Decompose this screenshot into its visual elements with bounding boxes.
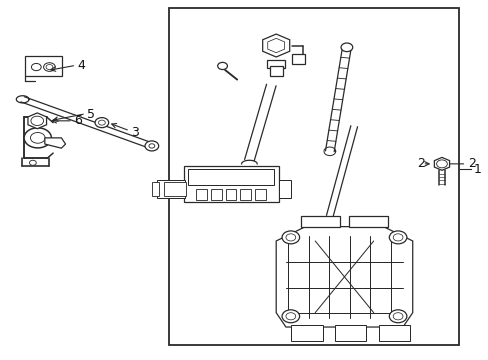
Circle shape	[145, 141, 158, 151]
Bar	[188, 169, 273, 185]
Polygon shape	[262, 34, 289, 57]
Circle shape	[149, 144, 155, 148]
Circle shape	[285, 313, 295, 320]
Bar	[290, 325, 322, 341]
Bar	[163, 182, 185, 196]
Bar	[240, 189, 250, 200]
Bar	[269, 66, 282, 76]
Bar	[225, 189, 236, 200]
Bar	[300, 216, 339, 226]
Bar	[267, 60, 285, 68]
Polygon shape	[28, 113, 46, 129]
Circle shape	[282, 310, 299, 323]
Bar	[196, 189, 207, 200]
Polygon shape	[45, 138, 65, 148]
Text: 2: 2	[416, 157, 424, 170]
Text: 6: 6	[74, 114, 81, 127]
Circle shape	[392, 234, 402, 241]
Circle shape	[30, 132, 45, 143]
Circle shape	[31, 63, 41, 71]
Bar	[25, 56, 61, 76]
Text: 3: 3	[131, 126, 139, 139]
Text: 4: 4	[78, 59, 85, 72]
Bar	[254, 189, 265, 200]
Bar	[152, 182, 159, 196]
Circle shape	[282, 231, 299, 244]
Circle shape	[24, 128, 51, 148]
Circle shape	[98, 120, 105, 125]
Circle shape	[392, 313, 402, 320]
Text: 5: 5	[87, 108, 95, 121]
Bar	[334, 325, 366, 341]
Circle shape	[29, 160, 36, 165]
Circle shape	[192, 171, 199, 176]
Bar	[291, 54, 305, 64]
Text: 2: 2	[467, 157, 475, 170]
Circle shape	[46, 64, 53, 69]
Text: 1: 1	[473, 163, 481, 176]
Bar	[378, 325, 409, 341]
Circle shape	[388, 231, 406, 244]
Bar	[348, 216, 387, 226]
Circle shape	[340, 43, 352, 51]
Bar	[157, 180, 184, 198]
Bar	[183, 166, 278, 202]
Bar	[278, 180, 290, 198]
Circle shape	[285, 234, 295, 241]
Bar	[168, 8, 458, 345]
Circle shape	[43, 63, 55, 71]
Polygon shape	[276, 226, 412, 327]
Circle shape	[436, 160, 447, 168]
Polygon shape	[433, 157, 448, 170]
Bar	[211, 189, 222, 200]
Circle shape	[388, 310, 406, 323]
Polygon shape	[267, 39, 284, 53]
Circle shape	[31, 116, 43, 126]
Circle shape	[217, 62, 227, 69]
Circle shape	[95, 118, 108, 128]
